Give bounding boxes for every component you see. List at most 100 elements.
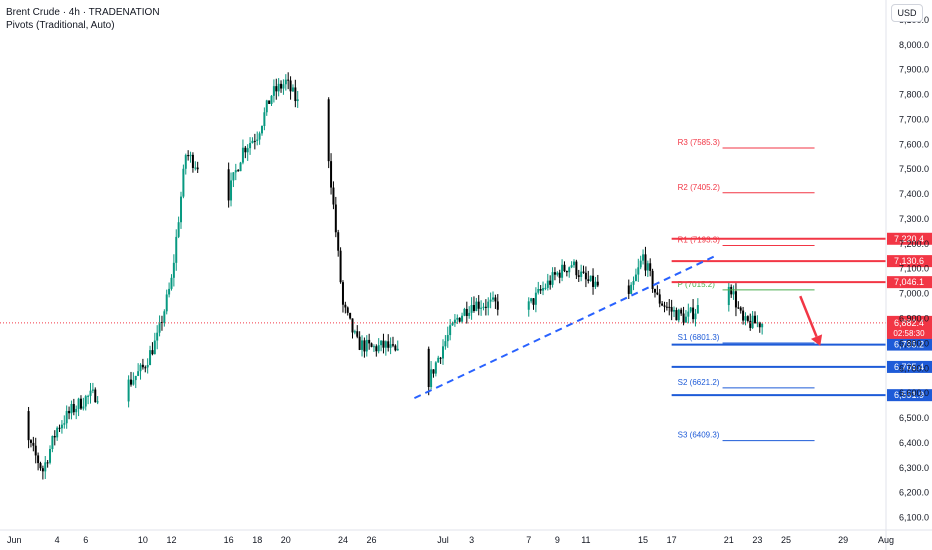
- x-tick-label: Jul: [437, 535, 449, 545]
- candle-body: [427, 348, 430, 388]
- price-axis: 6,100.0 6,200.0 6,300.0 6,400.0 6,500.0 6,600…: [885, 0, 929, 550]
- candle-body: [696, 305, 699, 314]
- candle-body: [184, 155, 187, 169]
- x-tick-label: 26: [367, 535, 377, 545]
- time-axis: Jun 4 6 10 12 16 18 20 24 26 Jul 3 7 9 11 15 17 21 23 25 29 A…: [0, 529, 932, 545]
- candle-body: [496, 301, 499, 310]
- y-tick-label: 7,200.0: [899, 239, 929, 249]
- x-tick-label: 21: [724, 535, 734, 545]
- candle-body: [546, 280, 549, 288]
- candle-body: [289, 80, 292, 92]
- candle-body: [551, 272, 554, 285]
- candle-body: [127, 379, 130, 402]
- chart-legend: Brent Crude · 4h · TRADENATION Pivots (T…: [6, 6, 160, 32]
- candle-body: [96, 401, 99, 403]
- x-tick-label: 12: [166, 535, 176, 545]
- indicator-title[interactable]: Pivots (Traditional, Auto): [6, 20, 115, 31]
- candle-body: [158, 322, 161, 333]
- candle-body: [663, 305, 666, 307]
- candle-body: [272, 86, 275, 96]
- candle-body: [351, 318, 354, 333]
- candle-body: [256, 139, 259, 141]
- pivot-label-s2: S2 (6621.2): [678, 378, 720, 387]
- x-tick-label: 11: [581, 535, 590, 545]
- pivot-label-s1: S1 (6801.3): [678, 333, 720, 342]
- candle-body: [230, 180, 233, 201]
- candle-body: [387, 341, 390, 348]
- candle-body: [191, 154, 194, 168]
- level-tag-label: 7,220.4: [894, 234, 924, 244]
- x-tick-label: 29: [838, 535, 848, 545]
- candle-body: [444, 341, 447, 347]
- candle-body: [456, 317, 459, 320]
- candle-body: [442, 346, 444, 359]
- candle-body: [527, 301, 530, 310]
- candle-body: [570, 265, 573, 268]
- candle-body: [337, 232, 340, 251]
- candle-body: [132, 380, 135, 385]
- candle-body: [180, 196, 183, 223]
- y-tick-label: 6,200.0: [899, 488, 929, 498]
- x-tick-label: 9: [555, 535, 560, 545]
- candle-body: [156, 332, 159, 341]
- candle-body: [692, 307, 695, 320]
- candle-body: [458, 317, 461, 322]
- candle-body: [480, 307, 483, 309]
- candle-body: [730, 286, 733, 295]
- x-tick-label: 18: [252, 535, 262, 545]
- candle-body: [29, 440, 32, 443]
- candle-body: [754, 315, 757, 324]
- candle-body: [49, 449, 52, 463]
- symbol-title[interactable]: Brent Crude · 4h · TRADENATION: [6, 7, 160, 18]
- candle-body: [382, 340, 385, 348]
- candle-body: [634, 274, 637, 281]
- candle-body: [432, 369, 435, 374]
- candle-body: [275, 86, 278, 92]
- candle-body: [134, 375, 137, 381]
- x-tick-label: 15: [638, 535, 648, 545]
- candle-body: [734, 291, 737, 308]
- candle-body: [646, 263, 649, 271]
- candle-body: [761, 323, 764, 328]
- candle-body: [227, 169, 230, 201]
- level-tag: [887, 360, 932, 373]
- y-tick-label: 6,100.0: [899, 513, 929, 523]
- candle-body: [542, 288, 545, 291]
- candle-body: [665, 306, 668, 308]
- candle-body: [482, 306, 485, 308]
- y-tick-label: 7,300.0: [899, 214, 929, 224]
- candle-body: [27, 411, 30, 441]
- candle-body: [251, 140, 254, 143]
- candle-body: [334, 204, 337, 233]
- candle-body: [758, 322, 761, 328]
- candle-body: [468, 312, 471, 316]
- candle-body: [553, 272, 556, 275]
- candle-body: [189, 154, 192, 157]
- candle-body: [282, 84, 285, 89]
- candle-body: [375, 346, 378, 352]
- y-tick-label: 7,500.0: [899, 164, 929, 174]
- candle-body: [168, 288, 171, 295]
- candle-body: [234, 170, 237, 173]
- candle-body: [253, 140, 256, 142]
- candle-body: [484, 306, 487, 308]
- currency-button[interactable]: USD: [891, 4, 923, 22]
- candle-body: [630, 284, 633, 294]
- candle-body: [291, 87, 294, 92]
- candle-body: [287, 79, 290, 81]
- projection-arrow-shaft: [799, 295, 818, 338]
- last-price-label: 6,882.4: [894, 318, 924, 328]
- candle-body: [673, 310, 676, 312]
- y-tick-label: 6,900.0: [899, 313, 929, 323]
- candle-body: [532, 298, 535, 305]
- candle-body: [494, 297, 497, 302]
- candle-body: [94, 389, 97, 403]
- candle-body: [232, 172, 235, 181]
- y-tick-label: 7,100.0: [899, 264, 929, 274]
- candle-body: [537, 288, 540, 293]
- candle-body: [380, 340, 383, 346]
- candle-body: [727, 286, 730, 306]
- candle-body: [587, 279, 590, 281]
- candle-body: [449, 325, 452, 336]
